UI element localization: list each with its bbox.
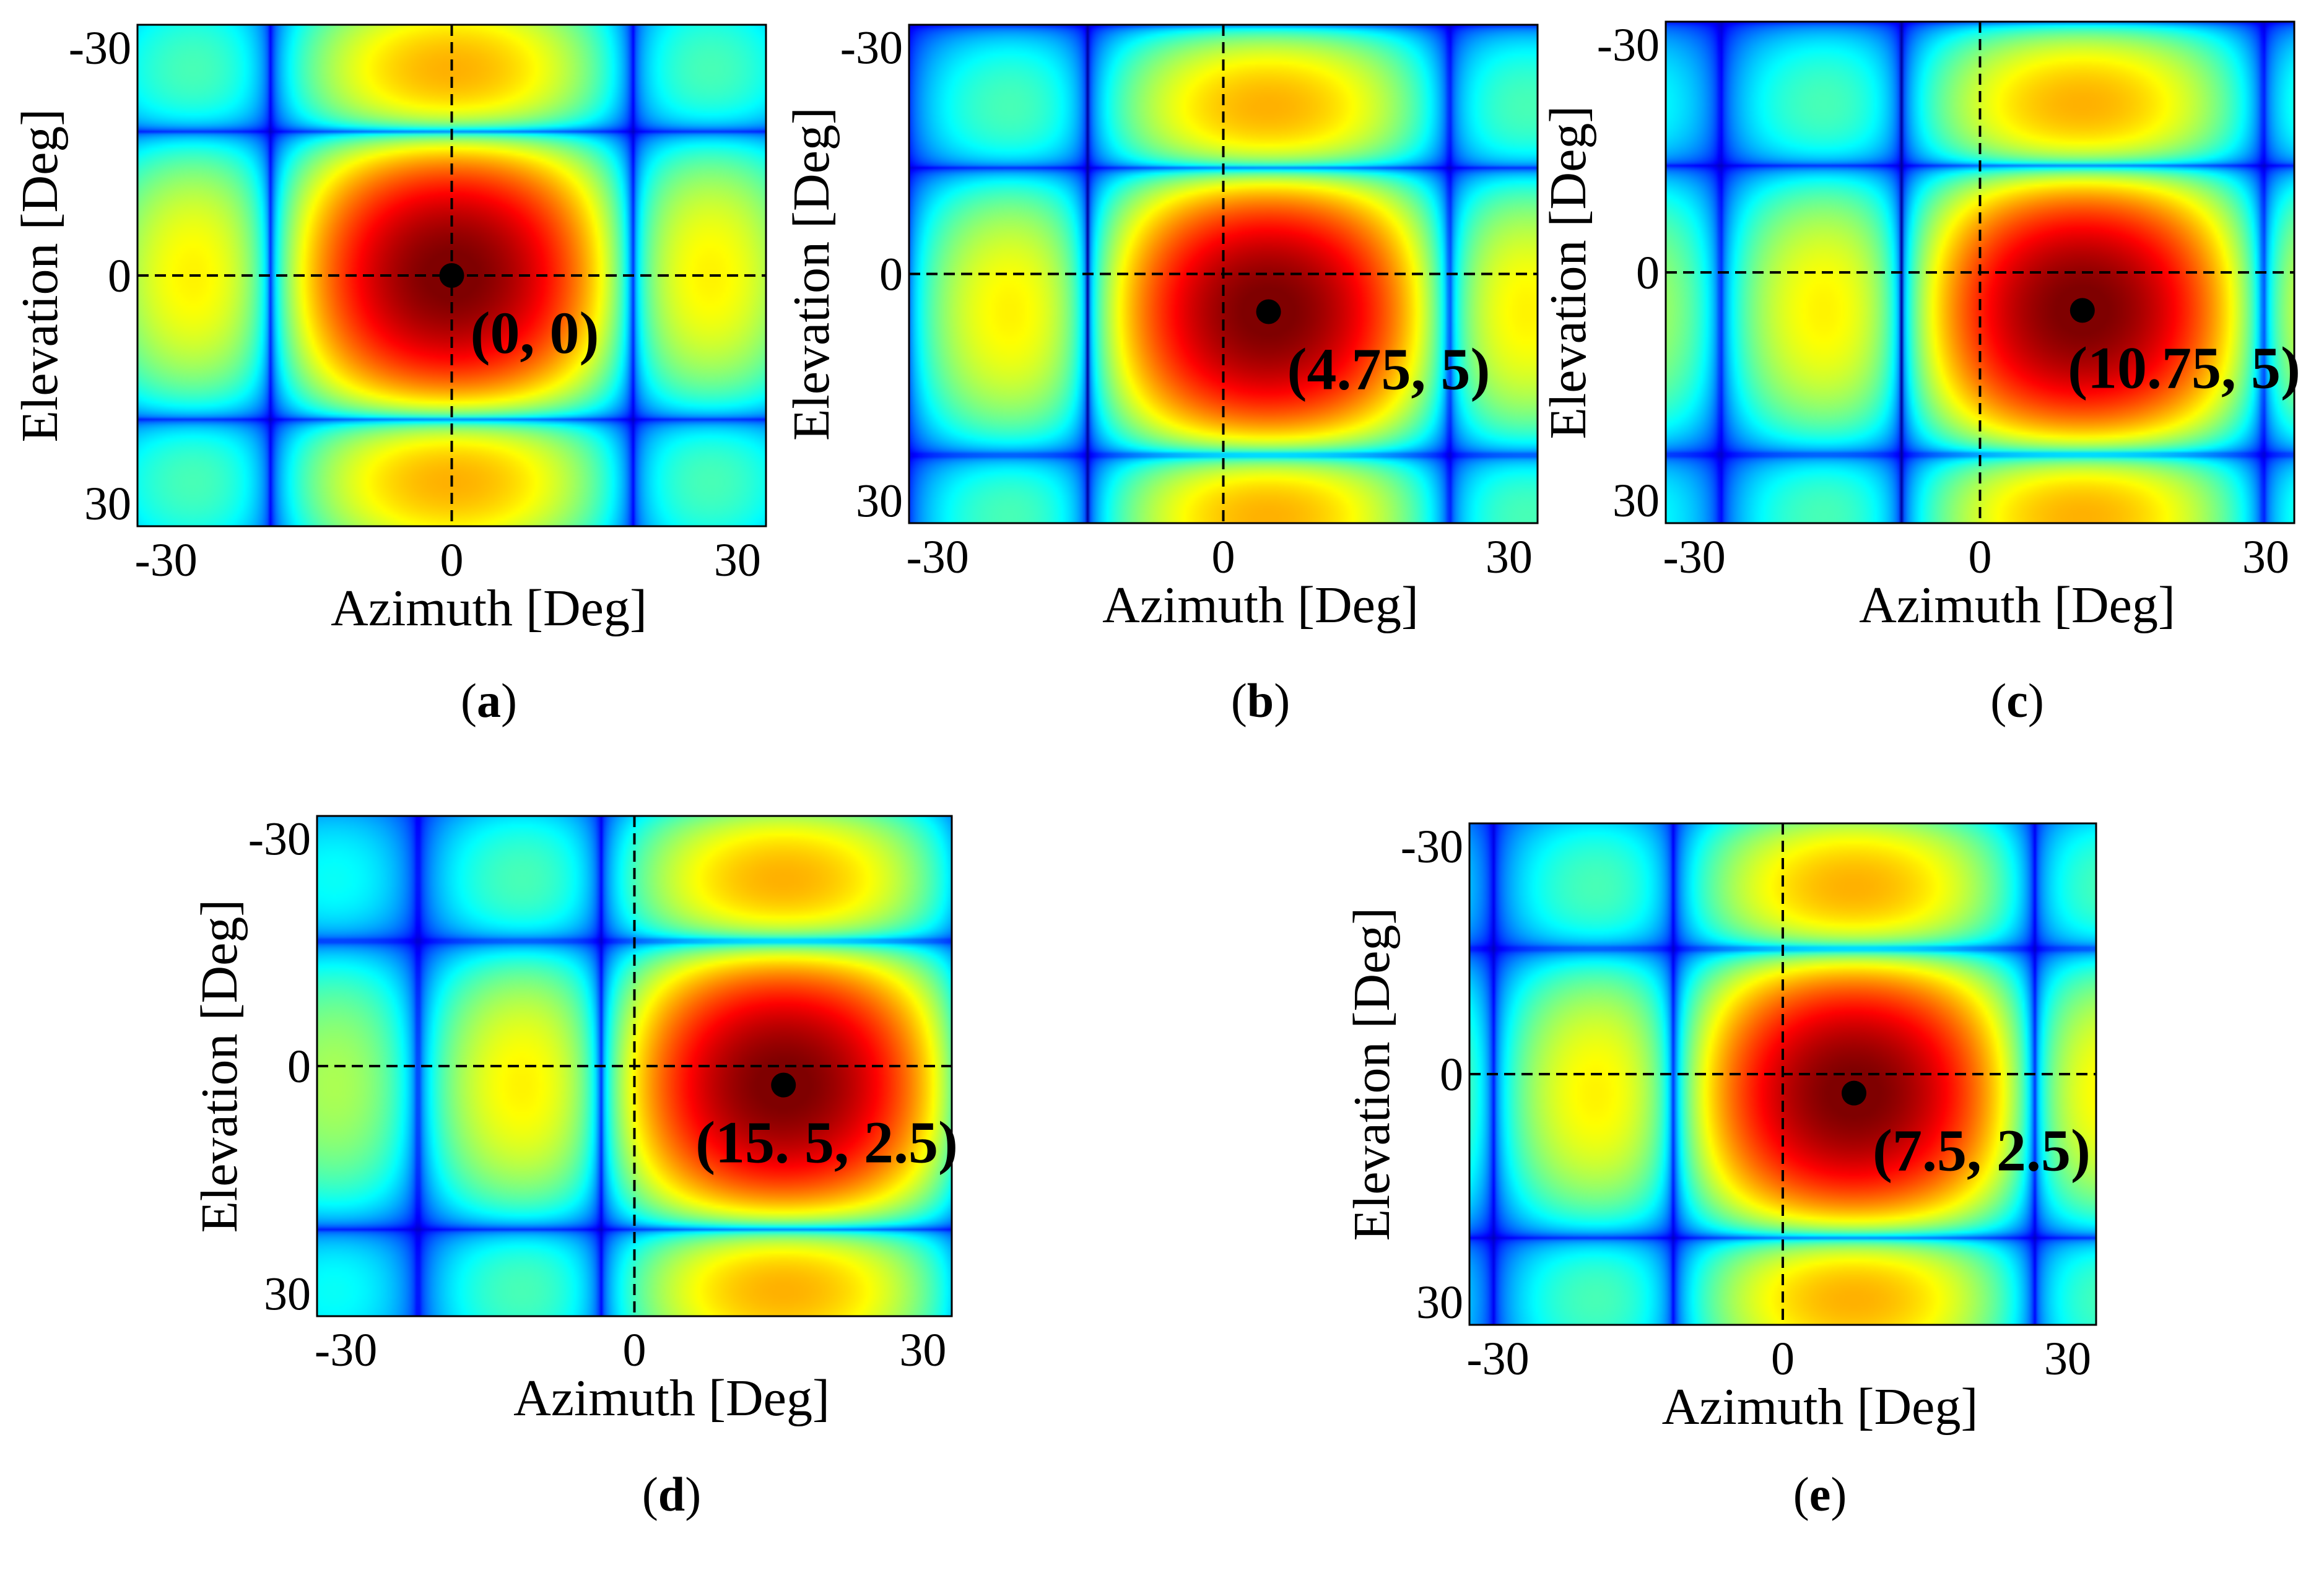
y-axis-label: Elevation [Deg] [11,109,69,443]
caption-letter: a [477,674,501,727]
y-tick-label: 0 [879,249,903,301]
y-tick-label: 30 [264,1268,311,1320]
panel-caption: (a) [461,674,517,727]
y-tick-label: 30 [1612,475,1660,527]
peak-label: (0, 0) [471,300,599,366]
x-tick-label: 30 [2242,531,2289,583]
x-tick-label: -30 [134,534,197,586]
panel-caption: (e) [1793,1467,1847,1521]
caption-close: ) [1830,1467,1847,1521]
y-axis-label: Elevation [Deg] [783,107,840,441]
panel-caption: (c) [1990,674,2044,727]
caption-open: ( [642,1467,658,1521]
x-axis-label: Azimuth [Deg] [513,1369,830,1427]
caption-letter: d [658,1467,685,1521]
y-tick-label: -30 [248,813,311,865]
peak-marker [439,263,464,288]
x-tick-label: 30 [714,534,761,586]
y-tick-label: 0 [108,250,131,302]
x-tick-label: 30 [2044,1333,2091,1385]
x-tick-label: 0 [1969,531,1992,583]
caption-open: ( [1231,674,1247,727]
x-tick-label: 0 [1771,1333,1795,1385]
x-tick-label: 0 [1212,531,1235,583]
y-tick-label: -30 [840,22,903,74]
x-tick-label: -30 [906,531,968,583]
x-tick-label: -30 [1663,531,1725,583]
x-axis-label: Azimuth [Deg] [1859,576,2175,634]
caption-open: ( [1793,1467,1809,1521]
caption-open: ( [461,674,477,727]
panel-caption: (d) [642,1467,701,1521]
caption-close: ) [1274,674,1290,727]
panel-caption: (b) [1231,674,1290,727]
peak-marker [771,1072,796,1098]
peak-label: (4.75, 5) [1287,336,1491,402]
y-tick-label: 30 [84,478,131,530]
peak-marker [1842,1080,1866,1106]
y-tick-label: 30 [1416,1277,1463,1329]
caption-letter: c [2006,674,2028,727]
y-axis-label: Elevation [Deg] [1539,106,1597,440]
y-tick-label: -30 [1597,19,1660,71]
x-tick-label: 30 [1486,531,1533,583]
y-tick-label: -30 [1401,821,1463,873]
x-axis-label: Azimuth [Deg] [331,579,647,637]
caption-letter: e [1809,1467,1831,1521]
y-tick-label: 30 [856,475,903,527]
x-axis-label: Azimuth [Deg] [1662,1378,1978,1436]
x-tick-label: -30 [1466,1333,1529,1385]
peak-label: (15. 5, 2.5) [695,1109,958,1176]
x-axis-label: Azimuth [Deg] [1102,576,1419,634]
peak-marker [1256,299,1281,324]
x-tick-label: 0 [623,1324,646,1376]
caption-close: ) [2028,674,2044,727]
peak-marker [2069,298,2095,323]
peak-label: (7.5, 2.5) [1873,1117,2091,1184]
caption-close: ) [685,1467,701,1521]
caption-open: ( [1990,674,2006,727]
y-tick-label: 0 [1440,1049,1463,1101]
caption-close: ) [501,674,517,727]
y-tick-label: 0 [1636,247,1660,299]
y-tick-label: 0 [287,1041,311,1093]
y-tick-label: -30 [69,22,131,74]
x-tick-label: 30 [899,1324,946,1376]
x-tick-label: -30 [315,1324,377,1376]
caption-letter: b [1247,674,1274,727]
peak-label: (10.75, 5) [2068,334,2300,401]
x-tick-label: 0 [440,534,464,586]
y-axis-label: Elevation [Deg] [191,900,248,1233]
y-axis-label: Elevation [Deg] [1343,908,1401,1241]
